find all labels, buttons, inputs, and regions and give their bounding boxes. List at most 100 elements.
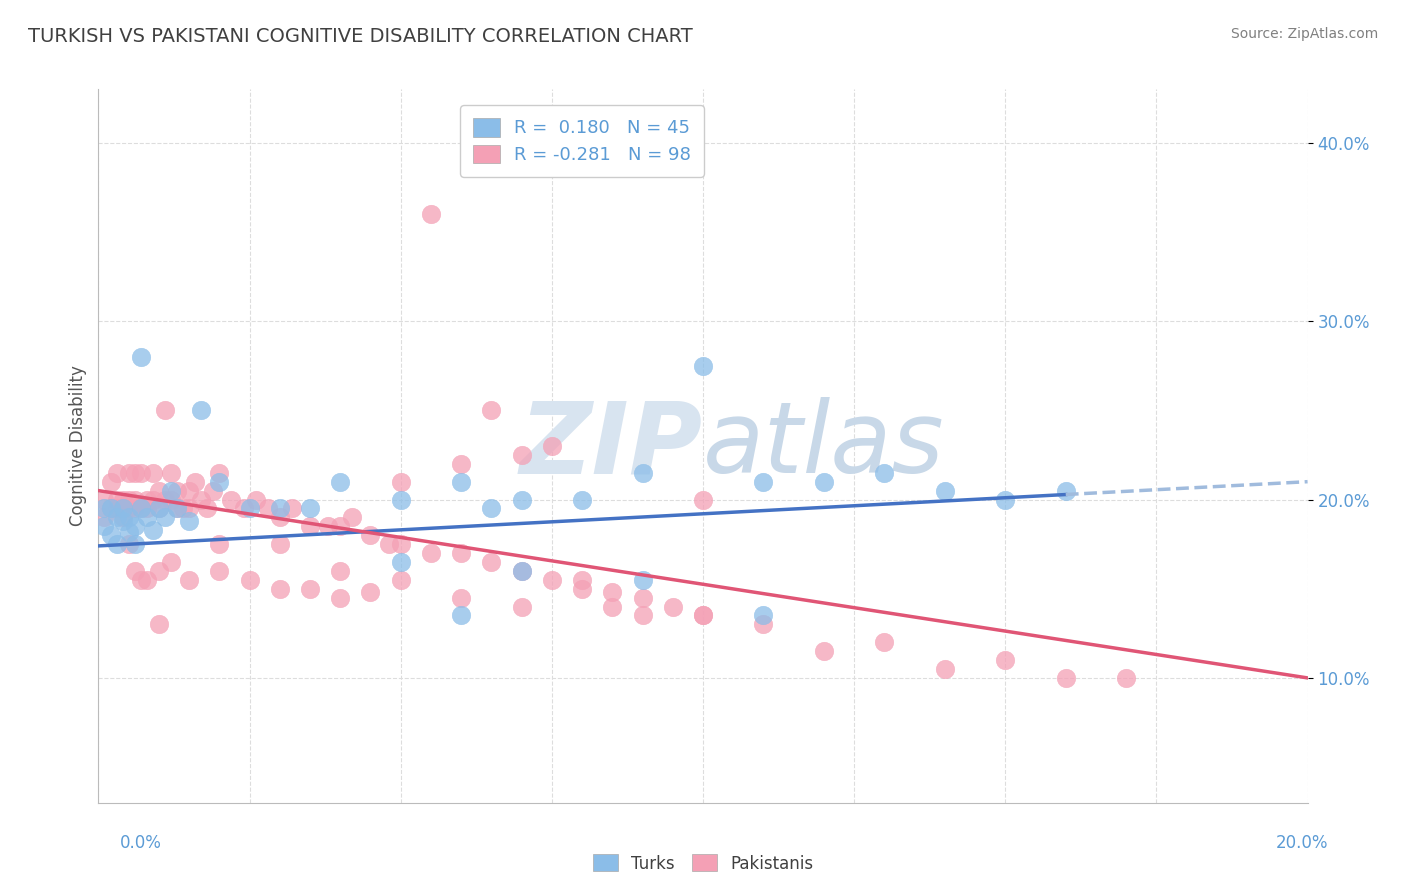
Point <box>129 466 152 480</box>
Point <box>100 475 122 489</box>
Point <box>510 448 533 462</box>
Text: ZIP: ZIP <box>520 398 703 494</box>
Point <box>420 207 443 221</box>
Point <box>118 524 141 539</box>
Point <box>148 483 170 498</box>
Point <box>153 492 176 507</box>
Point <box>1115 671 1137 685</box>
Point <box>93 492 115 507</box>
Point <box>124 492 146 507</box>
Point <box>752 475 775 489</box>
Point <box>571 492 593 507</box>
Point <box>105 501 128 516</box>
Point <box>105 492 128 507</box>
Point <box>208 475 231 489</box>
Point <box>481 555 503 569</box>
Point <box>166 501 188 516</box>
Point <box>142 492 165 507</box>
Point <box>118 501 141 516</box>
Point <box>129 501 152 516</box>
Point <box>389 475 412 489</box>
Point <box>105 510 128 524</box>
Point <box>153 403 176 417</box>
Point <box>661 599 683 614</box>
Point <box>208 466 231 480</box>
Point <box>540 573 562 587</box>
Point <box>571 582 593 596</box>
Point <box>692 608 714 623</box>
Legend: R =  0.180   N = 45, R = -0.281   N = 98: R = 0.180 N = 45, R = -0.281 N = 98 <box>460 105 704 177</box>
Text: 0.0%: 0.0% <box>120 834 162 852</box>
Point <box>124 501 146 516</box>
Point <box>316 519 339 533</box>
Point <box>329 475 352 489</box>
Point <box>179 573 201 587</box>
Point <box>221 492 243 507</box>
Point <box>148 564 170 578</box>
Point <box>100 528 122 542</box>
Point <box>481 501 503 516</box>
Point <box>1054 483 1077 498</box>
Point <box>93 510 115 524</box>
Point <box>124 564 146 578</box>
Point <box>360 528 382 542</box>
Point <box>111 492 134 507</box>
Point <box>124 466 146 480</box>
Point <box>232 501 254 516</box>
Point <box>105 466 128 480</box>
Point <box>160 483 183 498</box>
Point <box>239 501 262 516</box>
Point <box>389 555 412 569</box>
Y-axis label: Cognitive Disability: Cognitive Disability <box>69 366 87 526</box>
Point <box>813 475 835 489</box>
Point <box>873 466 896 480</box>
Point <box>93 519 115 533</box>
Point <box>420 546 443 560</box>
Point <box>166 483 188 498</box>
Point <box>571 573 593 587</box>
Point <box>329 519 352 533</box>
Point <box>269 501 291 516</box>
Point <box>752 608 775 623</box>
Point <box>510 599 533 614</box>
Point <box>148 501 170 516</box>
Point <box>256 501 278 516</box>
Point <box>1054 671 1077 685</box>
Point <box>602 585 624 599</box>
Point <box>118 492 141 507</box>
Point <box>631 608 654 623</box>
Point <box>160 466 183 480</box>
Text: TURKISH VS PAKISTANI COGNITIVE DISABILITY CORRELATION CHART: TURKISH VS PAKISTANI COGNITIVE DISABILIT… <box>28 27 693 45</box>
Point <box>281 501 304 516</box>
Point <box>510 564 533 578</box>
Point <box>135 501 157 516</box>
Point <box>692 608 714 623</box>
Point <box>135 510 157 524</box>
Point <box>142 523 165 537</box>
Point <box>124 519 146 533</box>
Point <box>994 653 1017 667</box>
Point <box>631 591 654 605</box>
Point <box>100 501 122 516</box>
Point <box>129 573 152 587</box>
Point <box>172 501 194 516</box>
Point <box>813 644 835 658</box>
Point <box>510 564 533 578</box>
Point <box>329 591 352 605</box>
Point <box>184 475 207 489</box>
Point <box>142 466 165 480</box>
Point <box>93 501 115 516</box>
Point <box>129 501 152 516</box>
Point <box>135 573 157 587</box>
Point <box>389 573 412 587</box>
Point <box>299 501 322 516</box>
Point <box>342 510 364 524</box>
Point <box>450 457 472 471</box>
Point <box>481 403 503 417</box>
Point <box>129 350 152 364</box>
Point <box>105 537 128 551</box>
Point <box>166 501 188 516</box>
Point <box>692 492 714 507</box>
Point <box>389 537 412 551</box>
Point <box>195 501 218 516</box>
